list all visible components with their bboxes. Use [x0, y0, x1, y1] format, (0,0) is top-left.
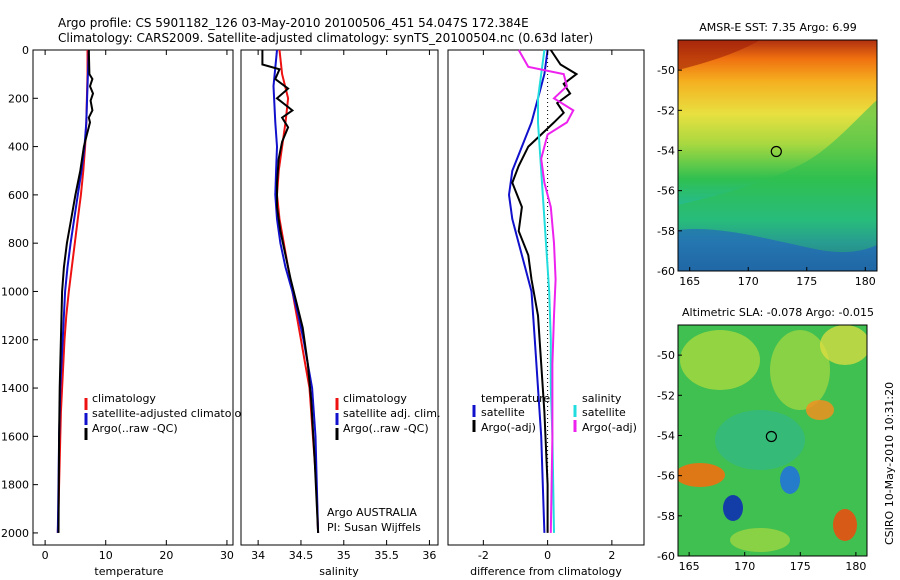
map-y-tick-label: -52	[657, 389, 675, 402]
map-y-tick-label: -50	[657, 349, 675, 362]
salinity-panel-series-sat	[272, 49, 320, 533]
y-tick-label: 1400	[1, 382, 29, 395]
legend-climatology: climatology	[92, 392, 156, 405]
legend-satellite: satellite adj. clim.	[343, 407, 440, 420]
legend-s-satellite: satellite	[582, 406, 626, 419]
x-tick-label: 2	[608, 549, 615, 562]
sla-heatmap	[678, 325, 867, 556]
map-y-tick-label: -60	[657, 550, 675, 563]
temperature-panel: 0 10 20 30 0 200 400 600 800 1000 1200 1400 1600 180…	[1, 44, 255, 578]
temperature-legend: climatology satellite-adjusted climatolo…	[84, 392, 255, 440]
x-tick-label: 35.5	[374, 549, 399, 562]
legend-t-satellite: satellite	[481, 406, 525, 419]
x-tick-label: 34	[251, 549, 265, 562]
legend-s-argo: Argo(-adj)	[582, 421, 637, 434]
csiro-timestamp-label: CSIRO 10-May-2010 10:31:20	[883, 382, 896, 545]
map-y-tick-label: -56	[657, 185, 675, 198]
y-tick-label: 800	[8, 237, 29, 250]
difference-axis-label: difference from climatology	[470, 565, 622, 578]
sst-heatmap	[678, 40, 877, 271]
x-tick-label: 20	[159, 549, 173, 562]
x-tick-label: 35	[337, 549, 351, 562]
difference-panel-series-s_sat	[537, 49, 555, 533]
pi-note: PI: Susan Wijffels	[327, 521, 421, 534]
map-y-tick-label: -58	[657, 510, 675, 523]
header-line-1: Argo profile: CS 5901182_126 03-May-2010…	[58, 16, 529, 30]
map-y-tick-label: -52	[657, 104, 675, 117]
legend-t-argo: Argo(-adj)	[481, 421, 536, 434]
y-tick-label: 1600	[1, 430, 29, 443]
legend-temperature-heading: temperature	[481, 392, 550, 405]
difference-panel: -2 0 2 difference from climatology tempera…	[447, 49, 645, 578]
salinity-panel-series-argo	[261, 50, 320, 533]
y-tick-label: 200	[8, 92, 29, 105]
y-tick-label: 0	[22, 44, 29, 57]
argo-australia-note: Argo AUSTRALIA	[327, 506, 417, 519]
sla-map-frame	[677, 324, 868, 557]
legend-satellite: satellite-adjusted climatology	[92, 407, 255, 420]
temperature-axes-frame	[32, 49, 234, 546]
sst-map-frame	[677, 39, 878, 272]
salinity-panel: 34 34.5 35 35.5 36 salinity climatology sate…	[240, 49, 440, 578]
sla-map-panel: Altimetric SLA: -0.078 Argo: -0.015 165 1…	[657, 306, 874, 573]
map-y-tick-label: -50	[657, 64, 675, 77]
map-y-tick-label: -54	[657, 144, 675, 157]
map-y-tick-label: -54	[657, 429, 675, 442]
header-line-2: Climatology: CARS2009. Satellite-adjuste…	[58, 31, 593, 45]
x-tick-label: 0	[42, 549, 49, 562]
sst-argo-position-marker	[770, 145, 782, 158]
map-y-tick-label: -56	[657, 470, 675, 483]
y-tick-label: 600	[8, 189, 29, 202]
legend-argo: Argo(..raw -QC)	[92, 422, 178, 435]
difference-salinity-legend: salinity satellite Argo(-adj)	[573, 392, 637, 434]
x-tick-label: 30	[220, 549, 234, 562]
map-x-tick-label: 180	[845, 560, 866, 573]
map-y-tick-label: -60	[657, 265, 675, 278]
y-tick-label: 400	[8, 141, 29, 154]
sla-argo-position-marker	[765, 430, 777, 443]
y-tick-label: 1800	[1, 479, 29, 492]
temperature-axis-label: temperature	[94, 565, 163, 578]
y-tick-label: 1200	[1, 334, 29, 347]
x-tick-label: 0	[544, 549, 551, 562]
difference-panel-series-s_argo	[517, 49, 575, 533]
salinity-legend: climatology satellite adj. clim. Argo(..…	[335, 392, 440, 440]
legend-climatology: climatology	[343, 392, 407, 405]
map-x-tick-label: 170	[734, 560, 755, 573]
map-x-tick-label: 175	[796, 275, 817, 288]
map-x-tick-label: 165	[679, 560, 700, 573]
salinity-axes-frame	[240, 49, 439, 546]
legend-argo: Argo(..raw -QC)	[343, 422, 429, 435]
x-tick-label: 10	[99, 549, 113, 562]
y-tick-label: 2000	[1, 527, 29, 540]
map-x-tick-label: 175	[790, 560, 811, 573]
difference-temperature-legend: temperature satellite Argo(-adj)	[472, 392, 550, 434]
temperature-panel-series-argo	[57, 49, 95, 533]
map-x-tick-label: 165	[679, 275, 700, 288]
map-y-tick-label: -58	[657, 225, 675, 238]
sla-map-title: Altimetric SLA: -0.078 Argo: -0.015	[682, 306, 874, 319]
salinity-axis-label: salinity	[319, 565, 359, 578]
sst-map-panel: AMSR-E SST: 7.35 Argo: 6.99 165 170 175 180…	[657, 21, 878, 288]
map-x-tick-label: 180	[855, 275, 876, 288]
x-tick-label: 36	[422, 549, 436, 562]
sst-map-title: AMSR-E SST: 7.35 Argo: 6.99	[699, 21, 857, 34]
difference-panel-series-t_sat	[507, 49, 549, 533]
x-tick-label: -2	[478, 549, 489, 562]
map-x-tick-label: 170	[738, 275, 759, 288]
y-tick-label: 1000	[1, 285, 29, 298]
legend-salinity-heading: salinity	[582, 392, 622, 405]
x-tick-label: 34.5	[289, 549, 314, 562]
